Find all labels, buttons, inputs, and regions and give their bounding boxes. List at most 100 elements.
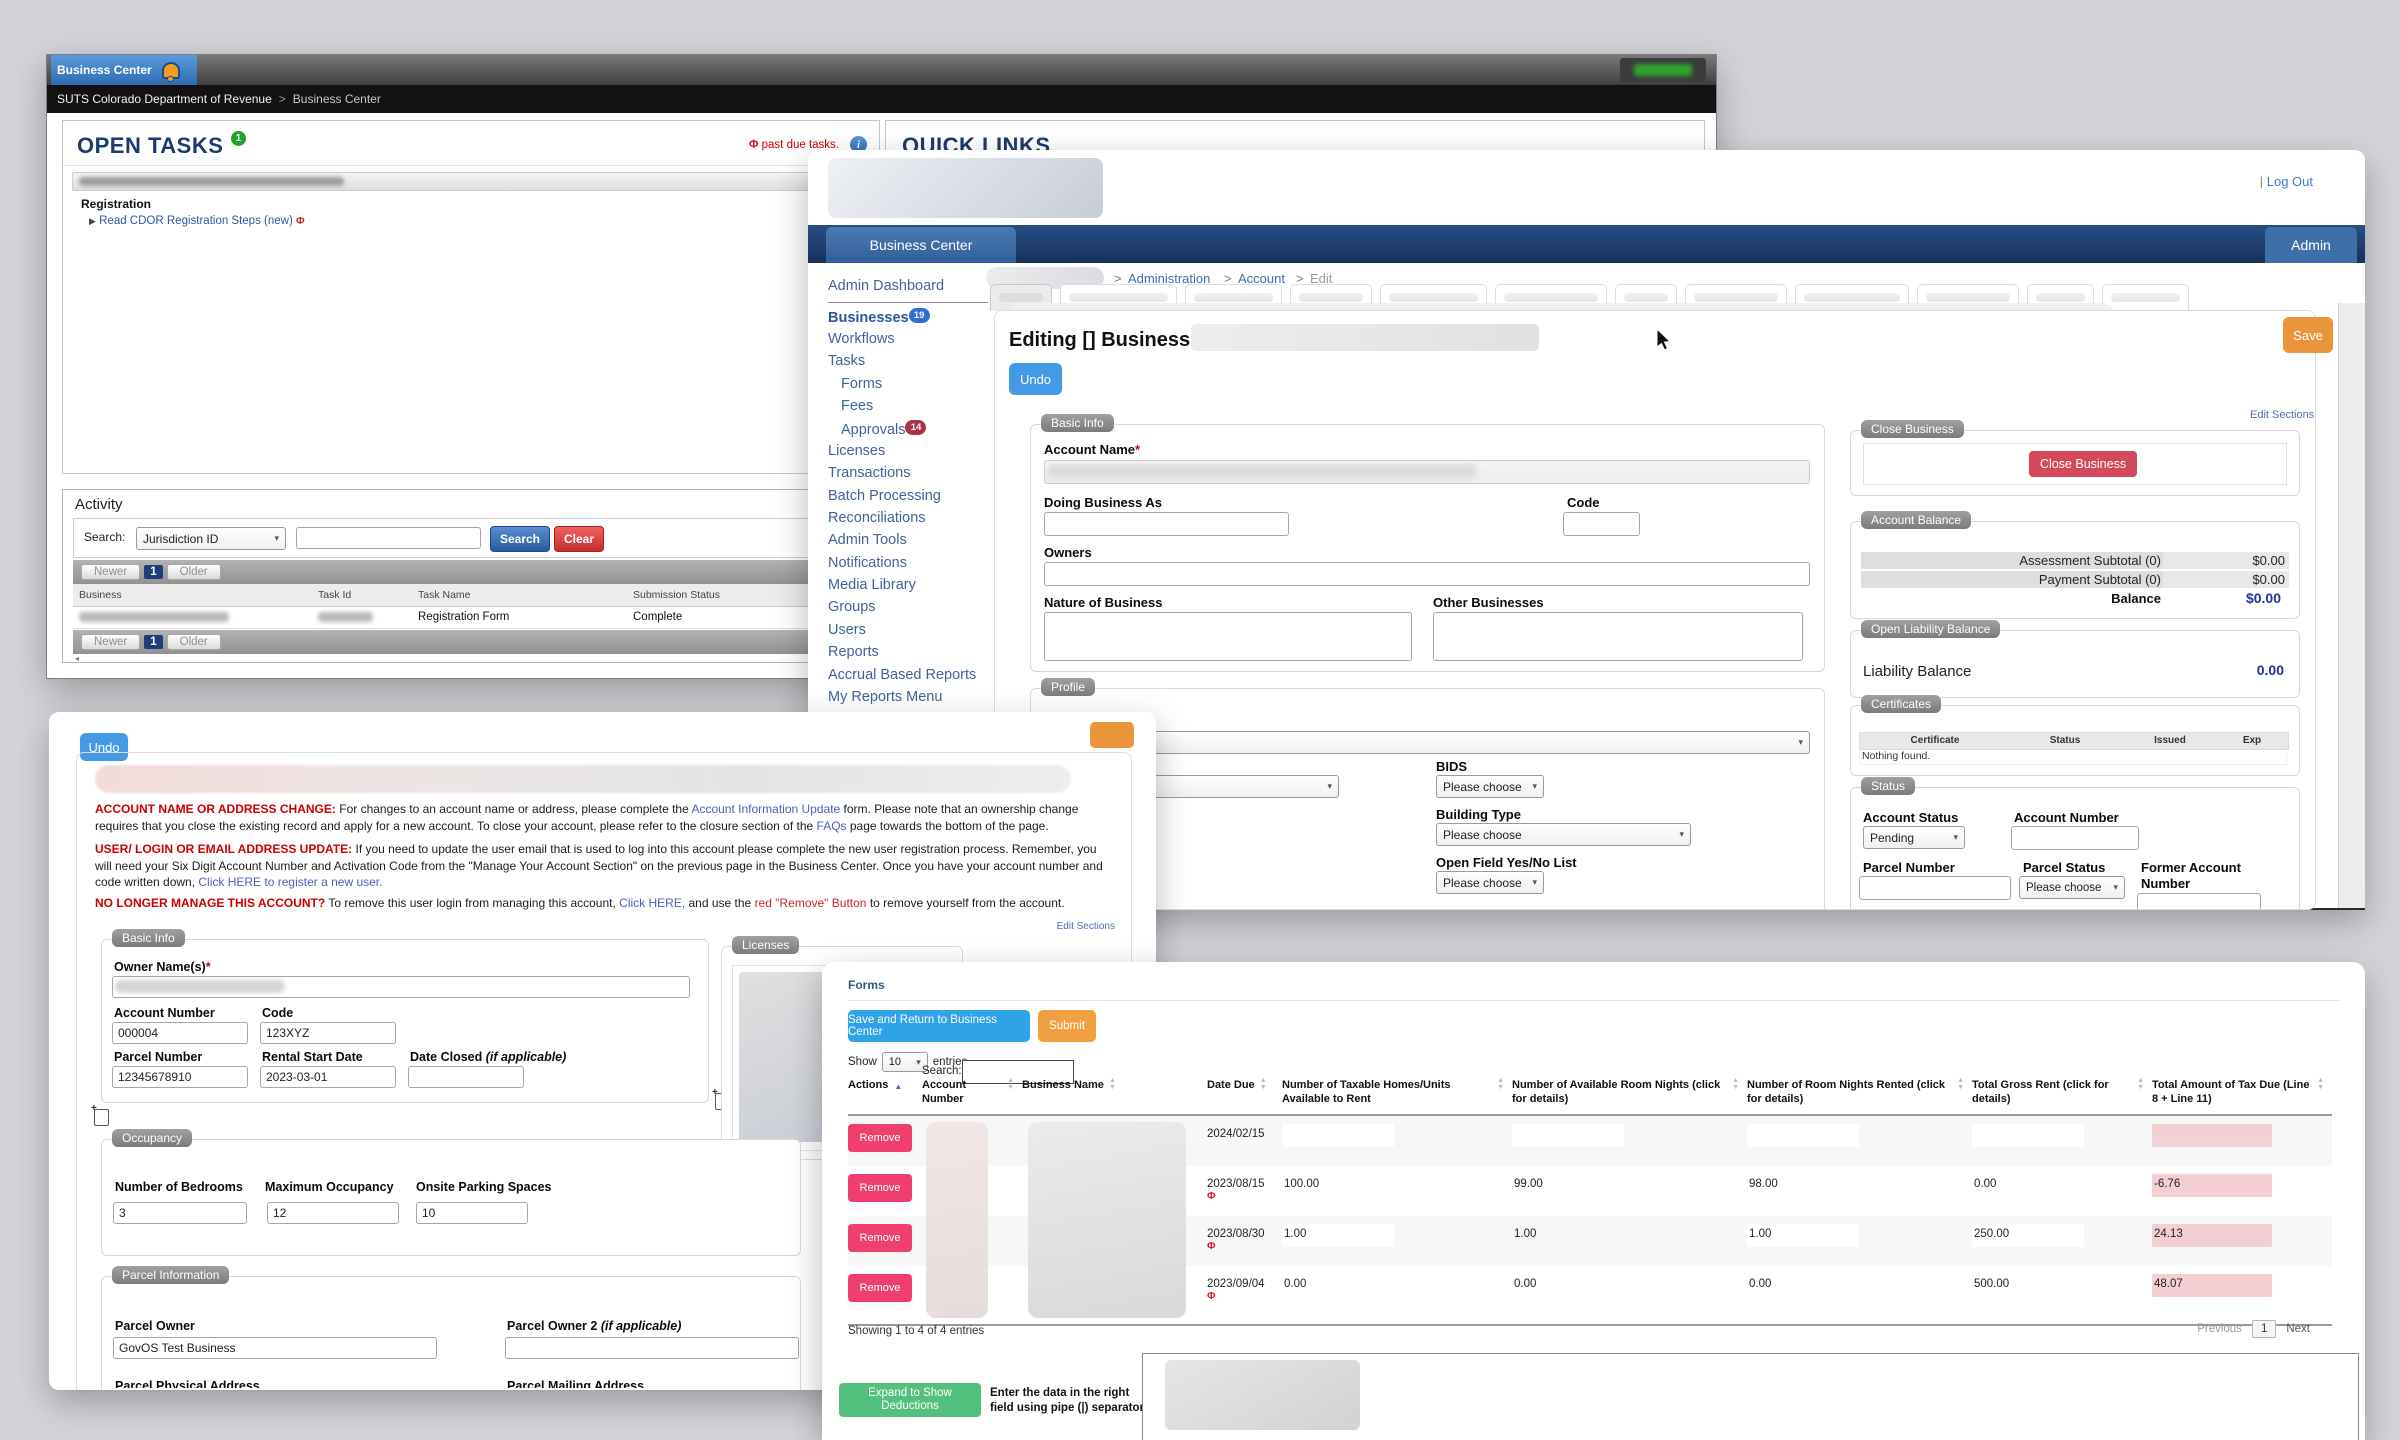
remove-button[interactable]: Remove xyxy=(848,1124,912,1152)
cell-taxable[interactable]: 1.00 xyxy=(1282,1216,1512,1266)
col-available-room-nights[interactable]: Number of Available Room Nights (click f… xyxy=(1512,1077,1739,1105)
deductions-entry-box[interactable] xyxy=(1142,1353,2359,1440)
activity-search-input[interactable] xyxy=(296,527,481,549)
bedrooms-input[interactable] xyxy=(113,1202,247,1224)
code-input[interactable] xyxy=(1563,512,1640,536)
edit-sections-link[interactable]: Edit Sections xyxy=(2250,409,2315,421)
cell-taxable[interactable] xyxy=(1282,1116,1512,1166)
cell-taxable[interactable]: 0.00 xyxy=(1284,1278,1307,1290)
owner-name-input[interactable] xyxy=(112,976,690,998)
rental-start-date-input[interactable] xyxy=(260,1066,396,1088)
sidebar-item-accrual-based-reports[interactable]: Accrual Based Reports xyxy=(828,666,977,683)
newer-button[interactable]: Newer xyxy=(81,564,141,580)
remove-button[interactable]: Remove xyxy=(848,1274,912,1302)
account-name-input[interactable] xyxy=(1044,460,1810,484)
parcel-owner-input[interactable] xyxy=(113,1337,437,1359)
window1-tab-business-center[interactable]: Business Center xyxy=(51,55,197,85)
col-task-name[interactable]: Task Name xyxy=(418,589,471,601)
cell-gross[interactable]: 500.00 xyxy=(1974,1278,2010,1290)
col-taxable-units[interactable]: Number of Taxable Homes/Units Available … xyxy=(1282,1077,1504,1105)
nav-tab-business-center[interactable]: Business Center xyxy=(826,227,1016,263)
col-business-name[interactable]: Business Name ▲ ▼ xyxy=(1022,1077,1116,1091)
cell-rented[interactable]: 0.00 xyxy=(1749,1278,1772,1290)
activity-filter-select[interactable]: Jurisdiction ID ▾ xyxy=(136,527,286,550)
sidebar-item-admin-dashboard[interactable]: Admin Dashboard xyxy=(828,278,945,294)
breadcrumb-root[interactable]: SUTS Colorado Department of Revenue xyxy=(57,92,272,106)
max-occupancy-input[interactable] xyxy=(267,1202,399,1224)
col-task-id[interactable]: Task Id xyxy=(318,589,352,601)
cell-gross[interactable]: 0.00 xyxy=(1974,1178,1997,1190)
building-type-select[interactable]: Please choose ▾ xyxy=(1436,823,1691,846)
sidebar-item-admin-tools[interactable]: Admin Tools xyxy=(828,532,907,549)
copy-section-icon[interactable]: + xyxy=(91,1103,109,1126)
profile-wide-select[interactable]: ▾ xyxy=(1044,731,1810,754)
cell-rented[interactable]: 1.00 xyxy=(1747,1216,1972,1266)
bids-select[interactable]: Please choose ▾ xyxy=(1436,775,1544,798)
cell-available[interactable]: 0.00 xyxy=(1514,1278,1537,1290)
sidebar-item-batch-processing[interactable]: Batch Processing xyxy=(828,487,941,504)
cell-gross[interactable]: 250.00 xyxy=(1972,1216,2152,1266)
parking-spaces-input[interactable] xyxy=(416,1202,528,1224)
cell-available[interactable]: 1.00 xyxy=(1514,1228,1537,1240)
older-button[interactable]: Older xyxy=(166,564,221,580)
scrollbar-track[interactable] xyxy=(2338,303,2365,908)
sidebar-item-reconciliations[interactable]: Reconciliations xyxy=(828,509,926,526)
previous-button[interactable]: Previous xyxy=(2197,1323,2242,1335)
cell-rented[interactable] xyxy=(1747,1116,1972,1166)
col-total-gross-rent[interactable]: Total Gross Rent (click for details) ▲ ▼ xyxy=(1972,1077,2144,1105)
info-icon[interactable]: i xyxy=(850,136,867,153)
save-return-button[interactable]: Save and Return to Business Center xyxy=(848,1010,1030,1042)
other-businesses-textarea[interactable] xyxy=(1433,612,1803,661)
redacted-task-group-bar[interactable] xyxy=(72,172,870,191)
undo-button[interactable]: Undo xyxy=(1009,363,1062,395)
account-number-input[interactable] xyxy=(2011,826,2139,850)
former-account-number-input[interactable] xyxy=(2137,893,2261,909)
undo-button[interactable]: Undo xyxy=(80,733,128,761)
sidebar-item-forms[interactable]: Forms xyxy=(841,375,883,392)
remove-button[interactable]: Remove xyxy=(848,1224,912,1252)
table-search-input[interactable] xyxy=(962,1060,1074,1084)
cell-gross[interactable] xyxy=(1972,1116,2152,1166)
page-number[interactable]: 1 xyxy=(2251,1320,2277,1338)
parcel-owner2-input[interactable] xyxy=(505,1337,799,1359)
sidebar-item-my-reports-menu[interactable]: My Reports Menu xyxy=(828,689,943,706)
code-input[interactable] xyxy=(260,1022,396,1044)
newer-button[interactable]: Newer xyxy=(81,634,141,650)
sidebar-item-media-library[interactable]: Media Library xyxy=(828,577,916,594)
open-field-select[interactable]: Please choose ▾ xyxy=(1436,871,1544,894)
nav-tab-admin[interactable]: Admin xyxy=(2265,227,2357,263)
record-tab[interactable] xyxy=(2102,284,2189,311)
submit-button[interactable]: Submit xyxy=(1038,1010,1096,1042)
h-scroll-arrow-icon[interactable]: ◂ xyxy=(75,654,80,663)
remove-button[interactable]: Remove xyxy=(848,1174,912,1202)
sidebar-item-licenses[interactable]: Licenses xyxy=(828,442,886,459)
col-room-nights-rented[interactable]: Number of Room Nights Rented (click for … xyxy=(1747,1077,1964,1105)
cell-taxable[interactable]: 100.00 xyxy=(1284,1178,1320,1190)
parcel-number-input[interactable] xyxy=(1859,876,2011,900)
logout-link[interactable]: Log Out xyxy=(2266,174,2313,189)
register-new-user-link[interactable]: Click HERE to register a new user. xyxy=(198,875,383,889)
page-number[interactable]: 1 xyxy=(144,565,163,579)
col-submission-status[interactable]: Submission Status xyxy=(633,589,720,601)
sidebar-item-users[interactable]: Users xyxy=(828,621,866,638)
record-tab[interactable] xyxy=(990,284,1052,311)
search-button[interactable]: Search xyxy=(490,526,550,552)
breadcrumb-account[interactable]: Account xyxy=(1238,271,1285,286)
expand-deductions-button[interactable]: Expand to Show Deductions xyxy=(839,1383,981,1417)
sidebar-item-approvals[interactable]: Approvals 14 xyxy=(828,420,988,442)
sidebar-item-tasks[interactable]: Tasks xyxy=(828,353,866,370)
window1-admin-area[interactable] xyxy=(1620,58,1706,82)
partial-save-button[interactable] xyxy=(1090,722,1134,748)
date-closed-input[interactable] xyxy=(408,1066,524,1088)
bell-icon[interactable] xyxy=(160,61,180,82)
sidebar-item-groups[interactable]: Groups xyxy=(828,599,876,616)
expand-arrow-icon[interactable]: ▶ xyxy=(89,216,96,226)
faqs-link[interactable]: FAQs xyxy=(816,818,847,833)
sidebar-item-workflows[interactable]: Workflows xyxy=(828,330,895,347)
edit-sections-link[interactable]: Edit Sections xyxy=(1056,921,1115,932)
col-business[interactable]: Business xyxy=(79,589,122,601)
close-business-button[interactable]: Close Business xyxy=(2029,451,2137,477)
col-date-due[interactable]: Date Due ▲ ▼ xyxy=(1207,1077,1267,1091)
sidebar-item-notifications[interactable]: Notifications xyxy=(828,554,907,571)
cell-available[interactable]: 99.00 xyxy=(1514,1178,1543,1190)
